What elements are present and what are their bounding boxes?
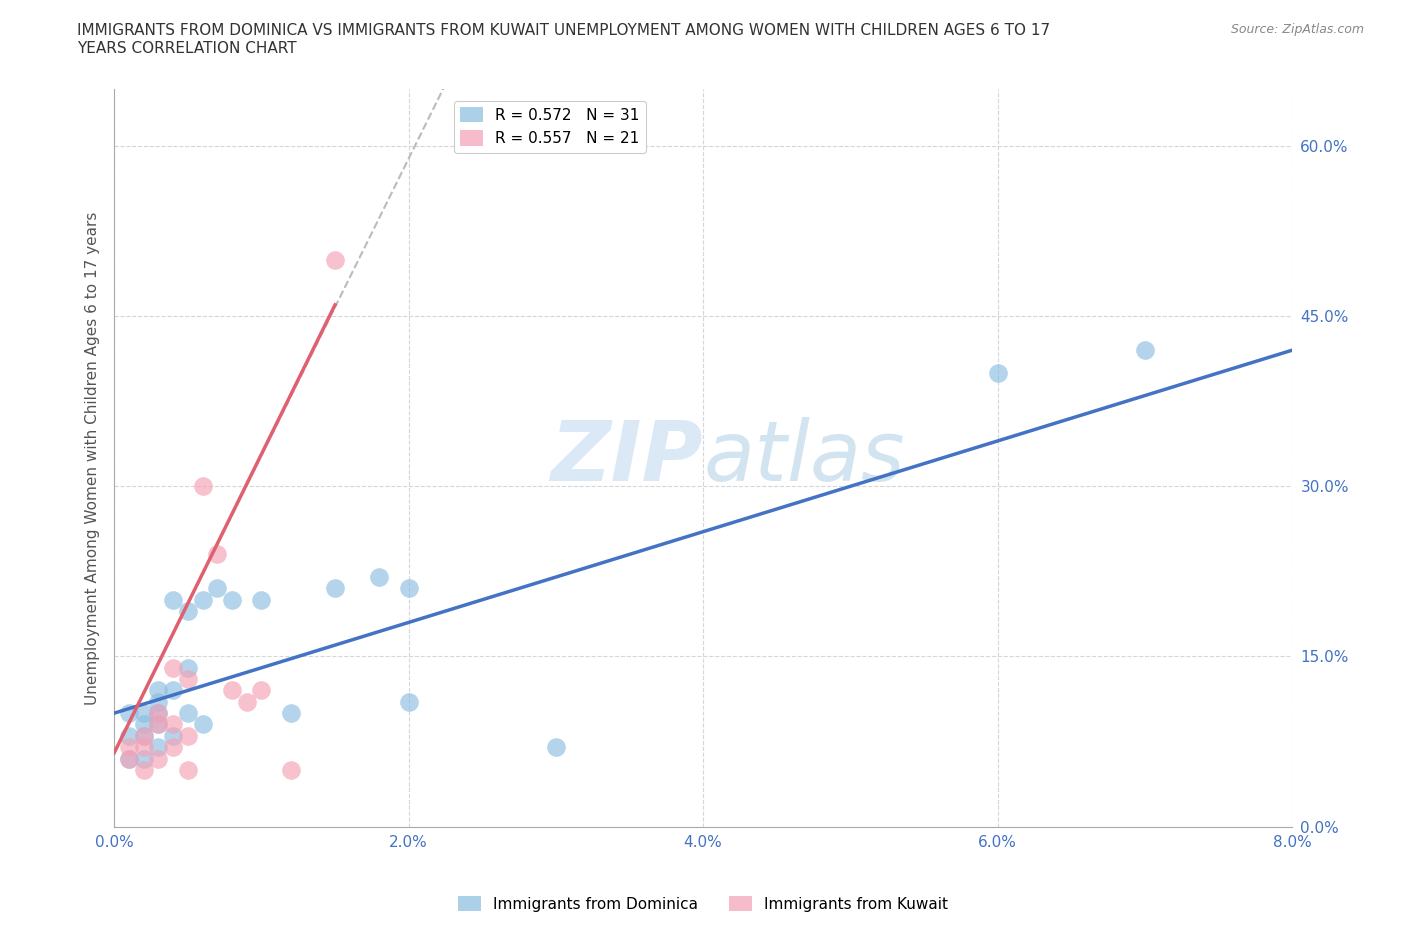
Text: IMMIGRANTS FROM DOMINICA VS IMMIGRANTS FROM KUWAIT UNEMPLOYMENT AMONG WOMEN WITH: IMMIGRANTS FROM DOMINICA VS IMMIGRANTS F… <box>77 23 1050 56</box>
Text: ZIP: ZIP <box>551 418 703 498</box>
Point <box>323 252 346 267</box>
Point <box>132 739 155 754</box>
Point <box>177 660 200 675</box>
Point <box>177 706 200 721</box>
Point <box>118 751 141 766</box>
Point <box>148 751 170 766</box>
Point <box>162 717 184 732</box>
Point <box>177 763 200 777</box>
Point <box>118 739 141 754</box>
Point <box>148 695 170 710</box>
Point <box>191 717 214 732</box>
Point <box>221 683 243 698</box>
Point <box>191 479 214 494</box>
Legend: R = 0.572   N = 31, R = 0.557   N = 21: R = 0.572 N = 31, R = 0.557 N = 21 <box>454 100 645 153</box>
Point <box>221 592 243 607</box>
Point <box>986 365 1008 380</box>
Point <box>132 706 155 721</box>
Point <box>132 751 155 766</box>
Point <box>162 592 184 607</box>
Point <box>207 547 229 562</box>
Point <box>118 751 141 766</box>
Point <box>148 706 170 721</box>
Point <box>398 695 420 710</box>
Point <box>132 728 155 743</box>
Point <box>207 581 229 596</box>
Point <box>398 581 420 596</box>
Point <box>132 717 155 732</box>
Point <box>280 763 302 777</box>
Point <box>250 592 273 607</box>
Point <box>148 717 170 732</box>
Legend: Immigrants from Dominica, Immigrants from Kuwait: Immigrants from Dominica, Immigrants fro… <box>451 889 955 918</box>
Point <box>162 739 184 754</box>
Point <box>177 671 200 686</box>
Point <box>323 581 346 596</box>
Point <box>132 728 155 743</box>
Point <box>1133 343 1156 358</box>
Y-axis label: Unemployment Among Women with Children Ages 6 to 17 years: Unemployment Among Women with Children A… <box>86 211 100 705</box>
Point <box>162 683 184 698</box>
Point <box>544 739 567 754</box>
Point <box>177 604 200 618</box>
Point <box>162 728 184 743</box>
Point <box>177 728 200 743</box>
Point <box>250 683 273 698</box>
Point <box>148 739 170 754</box>
Point <box>148 706 170 721</box>
Point <box>148 683 170 698</box>
Text: Source: ZipAtlas.com: Source: ZipAtlas.com <box>1230 23 1364 36</box>
Point <box>148 717 170 732</box>
Point <box>118 728 141 743</box>
Point <box>191 592 214 607</box>
Text: atlas: atlas <box>703 418 904 498</box>
Point <box>132 763 155 777</box>
Point <box>162 660 184 675</box>
Point <box>280 706 302 721</box>
Point <box>235 695 257 710</box>
Point <box>368 569 391 584</box>
Point <box>118 706 141 721</box>
